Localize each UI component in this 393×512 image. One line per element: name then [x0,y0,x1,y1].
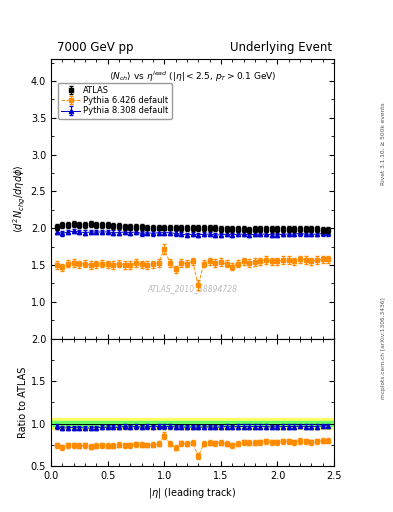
Text: Rivet 3.1.10, ≥ 500k events: Rivet 3.1.10, ≥ 500k events [381,102,386,185]
X-axis label: $|\eta|$ (leading track): $|\eta|$ (leading track) [148,486,237,500]
Text: $\langle N_{ch}\rangle$ vs $\eta^{lead}$ ($|\eta| < 2.5$, $p_T > 0.1$ GeV): $\langle N_{ch}\rangle$ vs $\eta^{lead}$… [109,70,276,84]
Text: 7000 GeV pp: 7000 GeV pp [57,41,134,54]
Text: Underlying Event: Underlying Event [230,41,332,54]
Text: mcplots.cern.ch [arXiv:1306.3436]: mcplots.cern.ch [arXiv:1306.3436] [381,297,386,399]
Y-axis label: Ratio to ATLAS: Ratio to ATLAS [18,367,28,438]
Text: ATLAS_2010_S8894728: ATLAS_2010_S8894728 [147,284,238,293]
Legend: ATLAS, Pythia 6.426 default, Pythia 8.308 default: ATLAS, Pythia 6.426 default, Pythia 8.30… [58,82,172,119]
Y-axis label: $\langle d^2 N_{chg}/d\eta d\phi \rangle$: $\langle d^2 N_{chg}/d\eta d\phi \rangle… [12,164,28,233]
Bar [51,421,334,426]
Bar [51,418,334,430]
